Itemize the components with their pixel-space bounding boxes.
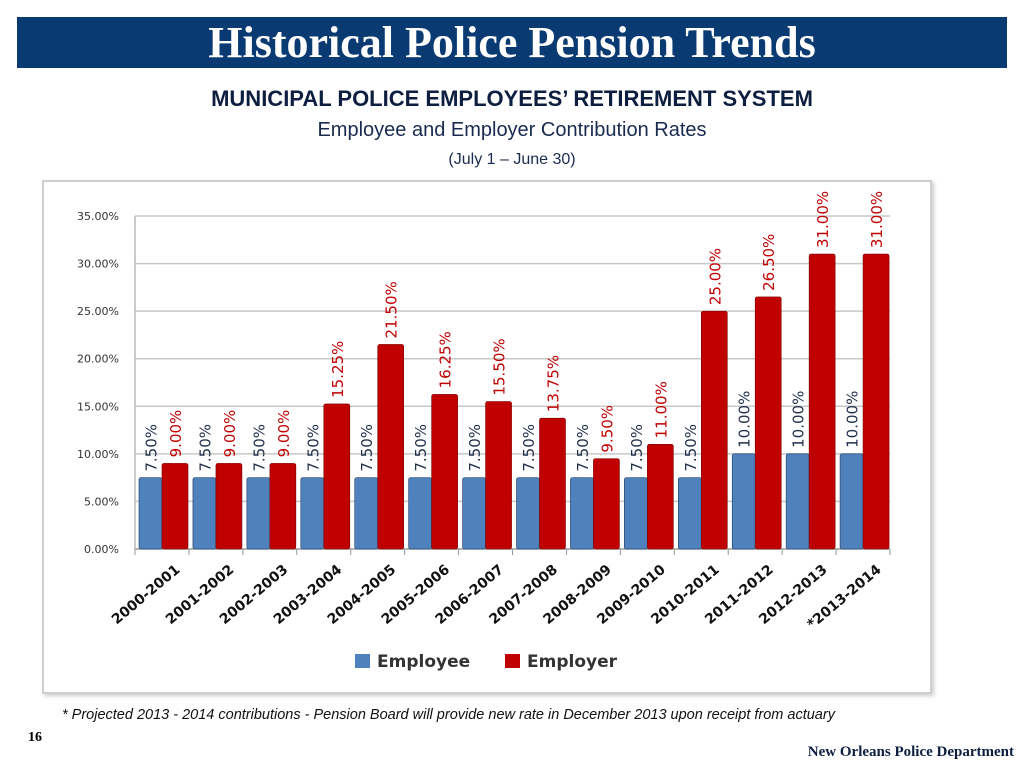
data-label: 9.00% <box>167 410 185 458</box>
page-number: 16 <box>28 730 42 745</box>
employer-bar <box>700 310 728 550</box>
chart-subheading: Employee and Employer Contribution Rates <box>317 119 707 141</box>
employee-bar <box>677 477 702 550</box>
y-tick-label: 30.00% <box>77 258 119 271</box>
legend-swatch <box>505 654 520 668</box>
employer-bar <box>647 444 674 550</box>
employee-bar <box>570 477 594 550</box>
page-title: Historical Police Pension Trends <box>208 18 816 67</box>
employer-bar <box>754 296 782 550</box>
employer-bar <box>808 253 836 550</box>
employer-bar <box>215 463 243 550</box>
data-label: 15.50% <box>491 338 509 395</box>
y-tick-label: 35.00% <box>77 210 119 223</box>
data-label: 7.50% <box>196 424 214 472</box>
y-tick-label: 10.00% <box>77 448 119 461</box>
employee-bar <box>354 477 379 550</box>
data-label: 7.50% <box>574 424 592 472</box>
data-label: 7.50% <box>304 424 322 472</box>
employer-bar <box>161 463 189 550</box>
y-tick-label: 15.00% <box>77 400 119 413</box>
data-label: 7.50% <box>358 424 376 472</box>
employee-bar <box>731 453 756 550</box>
data-label: 26.50% <box>760 234 778 291</box>
data-label: 7.50% <box>250 424 268 472</box>
employee-bar <box>516 477 540 550</box>
chart-period: (July 1 – June 30) <box>448 151 576 168</box>
employee-bar <box>408 477 432 550</box>
data-label: 10.00% <box>790 391 808 448</box>
employer-bar <box>323 403 351 550</box>
data-label: 25.00% <box>706 248 724 305</box>
title-banner: Historical Police Pension Trends <box>17 17 1007 68</box>
data-label: 31.00% <box>814 191 832 248</box>
footnote: * Projected 2013 - 2014 contributions - … <box>62 707 835 723</box>
y-tick-label: 5.00% <box>84 495 119 508</box>
employer-bar <box>862 253 890 550</box>
department-name: New Orleans Police Department <box>807 744 1014 760</box>
data-label: 7.50% <box>682 424 700 472</box>
employee-bar <box>192 477 217 550</box>
employee-bar <box>246 477 271 550</box>
employer-bar <box>539 417 566 550</box>
y-tick-label: 20.00% <box>77 353 119 366</box>
employee-bar <box>624 477 648 550</box>
employee-bar <box>300 477 325 550</box>
data-label: 10.00% <box>844 391 862 448</box>
data-label: 10.00% <box>736 391 754 448</box>
data-label: 9.00% <box>221 410 239 458</box>
data-label: 9.50% <box>598 405 616 453</box>
data-label: 9.00% <box>275 410 293 458</box>
data-label: 11.00% <box>652 381 670 438</box>
employer-bar <box>269 463 297 550</box>
data-label: 7.50% <box>143 424 161 472</box>
data-label: 16.25% <box>437 331 455 388</box>
data-label: 13.75% <box>545 355 563 412</box>
employer-bar <box>377 344 405 550</box>
employer-bar <box>431 394 458 550</box>
data-label: 7.50% <box>412 424 430 472</box>
chart-heading: MUNICIPAL POLICE EMPLOYEES’ RETIREMENT S… <box>211 86 813 111</box>
employer-bar <box>593 458 620 550</box>
employee-bar <box>839 453 864 550</box>
data-label: 7.50% <box>466 424 484 472</box>
y-tick-label: 25.00% <box>77 305 119 318</box>
y-tick-label: 0.00% <box>84 543 119 556</box>
employee-bar <box>785 453 810 550</box>
employee-bar <box>138 477 163 550</box>
data-label: 21.50% <box>383 281 401 338</box>
data-label: 31.00% <box>868 191 886 248</box>
data-label: 7.50% <box>520 424 538 472</box>
employer-bar <box>485 401 512 550</box>
data-label: 7.50% <box>628 424 646 472</box>
legend-label: Employer <box>527 652 618 672</box>
legend-swatch <box>355 654 370 668</box>
legend-label: Employee <box>377 652 470 672</box>
employee-bar <box>462 477 486 550</box>
data-label: 15.25% <box>329 341 347 398</box>
